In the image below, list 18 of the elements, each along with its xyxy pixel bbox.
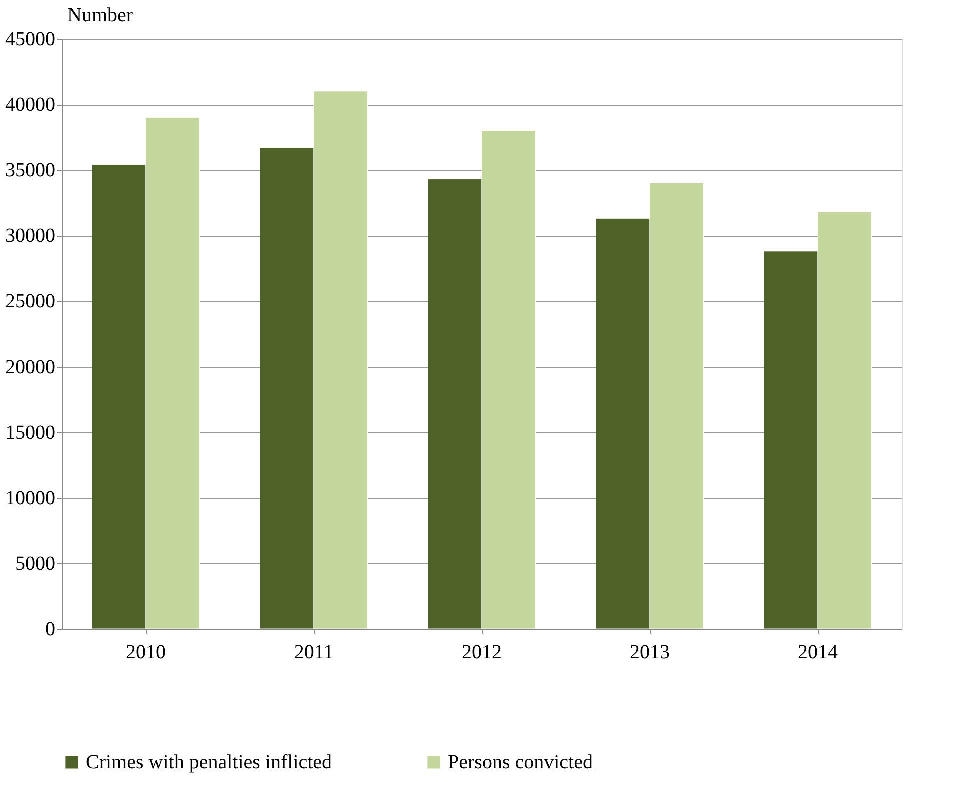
x-tick-label: 2013	[630, 642, 670, 664]
x-tick-label: 2011	[294, 642, 334, 664]
x-tick-label: 2014	[798, 642, 838, 664]
y-axis-title: Number	[68, 4, 134, 26]
y-tick-label: 35000	[6, 160, 56, 182]
y-tick-label: 15000	[6, 422, 56, 444]
y-tick-label: 40000	[6, 94, 56, 116]
y-tick-label: 30000	[6, 225, 56, 248]
x-tick-label: 2012	[462, 642, 502, 664]
y-tick-label: 10000	[6, 487, 56, 510]
y-tick-label: 25000	[6, 290, 56, 313]
y-tick-label: 0	[46, 618, 56, 640]
legend-label: Persons convicted	[448, 751, 593, 774]
y-tick-label: 45000	[6, 28, 56, 50]
y-tick-label: 20000	[6, 356, 56, 378]
x-tick-label: 2010	[126, 642, 166, 664]
legend-label: Crimes with penalties inflicted	[86, 751, 332, 774]
y-tick-label: 5000	[16, 552, 56, 575]
